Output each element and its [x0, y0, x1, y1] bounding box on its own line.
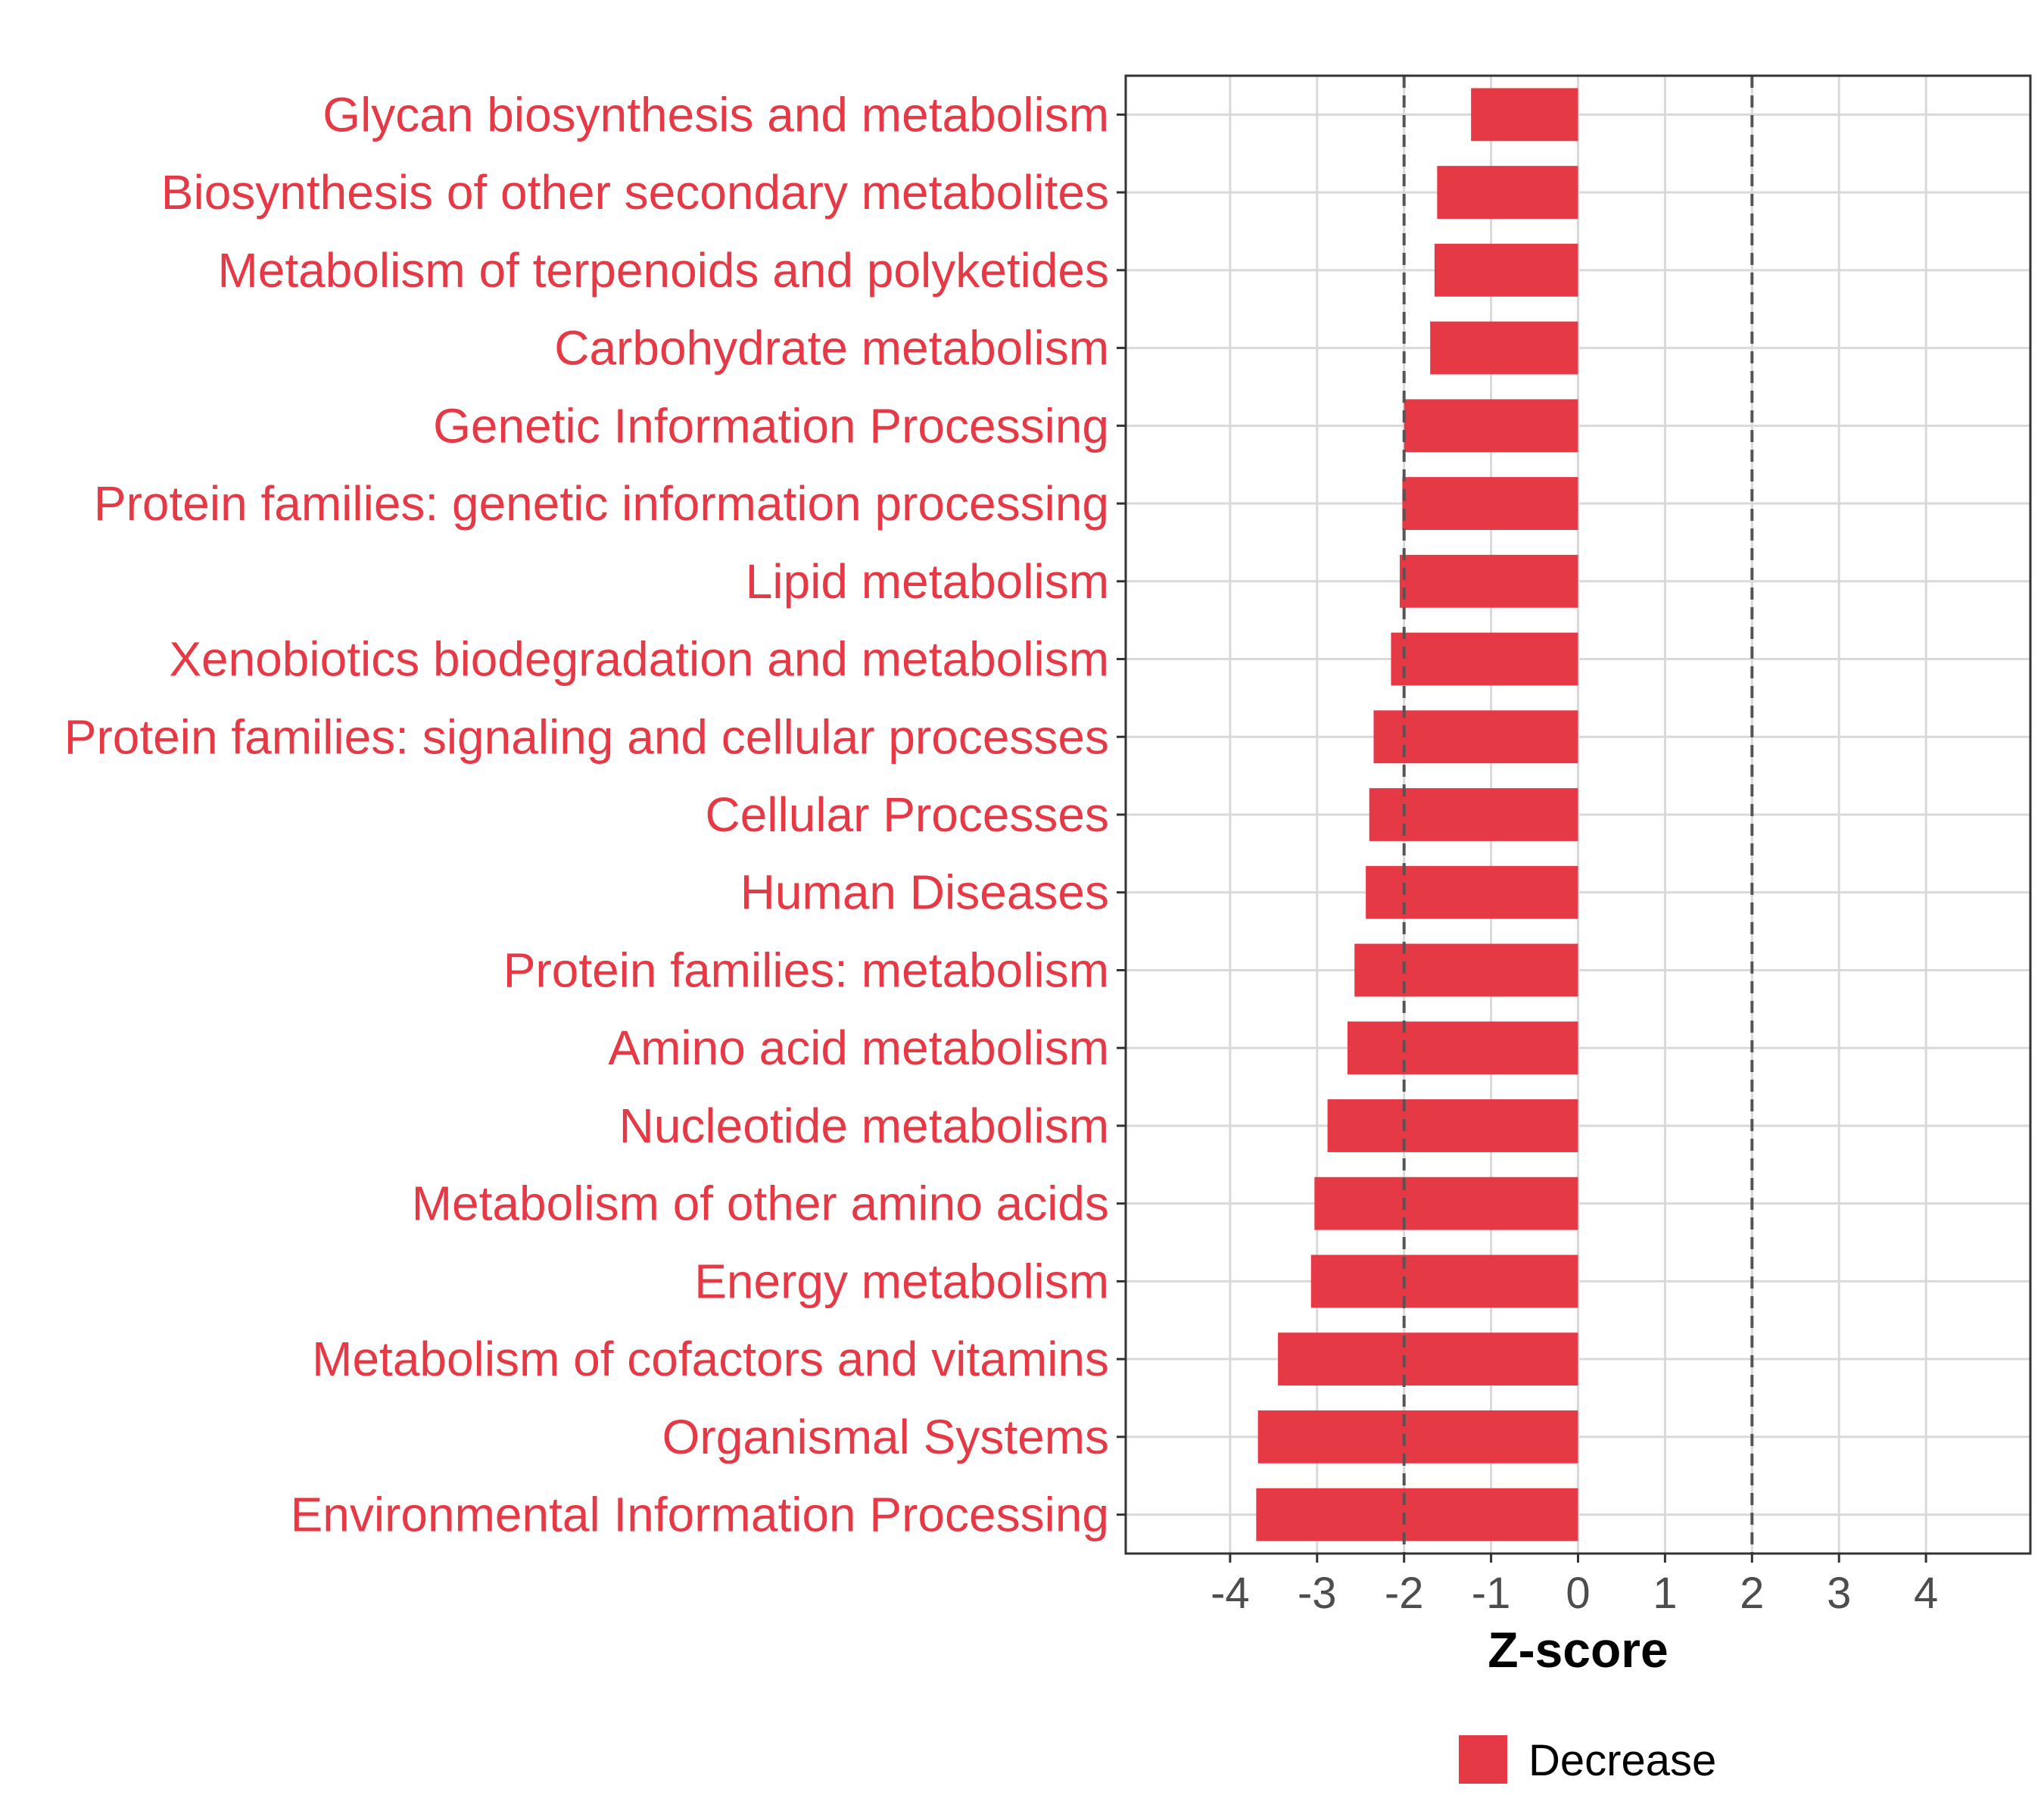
- bar-4: [1404, 399, 1578, 453]
- legend-swatch-decrease: [1459, 1735, 1507, 1784]
- bar-2: [1434, 243, 1578, 297]
- x-axis-ticks: [1229, 1554, 1927, 1563]
- category-label-12: Amino acid metabolism: [608, 1021, 1109, 1075]
- bar-series: [1256, 88, 1578, 1541]
- category-label-14: Metabolism of other amino acids: [412, 1177, 1109, 1231]
- bar-6: [1399, 554, 1578, 608]
- category-label-9: Cellular Processes: [705, 787, 1109, 842]
- x-tick-label-5: 1: [1653, 1569, 1677, 1618]
- category-label-10: Human Diseases: [740, 865, 1109, 920]
- category-label-13: Nucleotide metabolism: [619, 1099, 1109, 1153]
- category-label-7: Xenobiotics biodegradation and metabolis…: [169, 632, 1109, 687]
- category-label-17: Organismal Systems: [662, 1410, 1109, 1464]
- category-label-0: Glycan biosynthesis and metabolism: [322, 87, 1109, 142]
- x-tick-label-8: 4: [1914, 1569, 1938, 1618]
- category-label-6: Lipid metabolism: [746, 554, 1109, 609]
- legend: Decrease: [1459, 1735, 1716, 1785]
- bar-17: [1257, 1410, 1578, 1463]
- bar-15: [1310, 1254, 1578, 1308]
- reference-lines: [1402, 76, 1754, 1554]
- category-label-2: Metabolism of terpenoids and polyketides: [217, 243, 1109, 298]
- x-tick-label-4: 0: [1566, 1569, 1590, 1618]
- x-tick-label-2: -2: [1385, 1569, 1424, 1618]
- y-axis-category-labels: Glycan biosynthesis and metabolism Biosyn…: [64, 87, 1109, 1541]
- bar-0: [1471, 88, 1578, 142]
- category-label-5: Protein families: genetic information pr…: [94, 476, 1109, 531]
- x-tick-label-3: -1: [1472, 1569, 1511, 1618]
- bar-14: [1314, 1177, 1578, 1230]
- bar-13: [1327, 1099, 1578, 1152]
- bar-9: [1369, 788, 1578, 841]
- category-label-8: Protein families: signaling and cellular…: [64, 709, 1109, 764]
- category-label-11: Protein families: metabolism: [503, 943, 1109, 997]
- bar-8: [1373, 710, 1578, 764]
- category-label-15: Energy metabolism: [694, 1254, 1109, 1308]
- bar-11: [1354, 943, 1578, 997]
- x-tick-label-0: -4: [1211, 1569, 1250, 1618]
- x-axis-tick-labels: -4 -3 -2 -1 0 1 2 3 4: [1211, 1569, 1938, 1618]
- bar-12: [1348, 1021, 1578, 1075]
- category-label-1: Biosynthesis of other secondary metaboli…: [161, 165, 1109, 220]
- legend-label-decrease: Decrease: [1528, 1736, 1716, 1785]
- bar-18: [1256, 1488, 1578, 1541]
- x-tick-label-7: 3: [1827, 1569, 1851, 1618]
- category-label-4: Genetic Information Processing: [433, 398, 1109, 453]
- bar-10: [1366, 865, 1578, 919]
- category-label-3: Carbohydrate metabolism: [554, 321, 1109, 376]
- bar-5: [1402, 477, 1578, 530]
- bar-16: [1278, 1332, 1578, 1386]
- bar-3: [1430, 321, 1578, 375]
- x-tick-label-1: -3: [1298, 1569, 1337, 1618]
- y-axis-ticks: [1117, 113, 1126, 1516]
- bar-1: [1437, 166, 1578, 220]
- bar-7: [1391, 632, 1578, 686]
- x-axis-title: Z-score: [1488, 1622, 1668, 1678]
- category-label-18: Environmental Information Processing: [291, 1488, 1109, 1542]
- category-label-16: Metabolism of cofactors and vitamins: [312, 1332, 1109, 1386]
- x-tick-label-6: 2: [1740, 1569, 1764, 1618]
